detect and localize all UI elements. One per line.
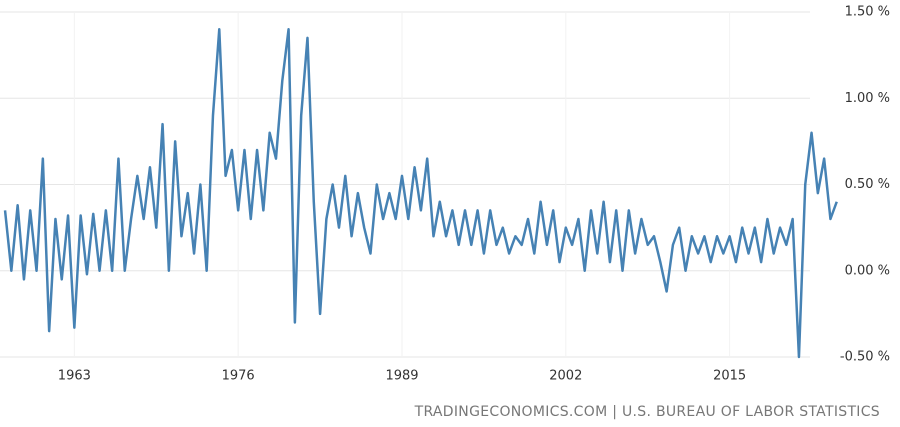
x-tick-label: 1976 — [222, 369, 255, 384]
x-tick-label: 1989 — [385, 369, 418, 384]
y-tick-label: 0.50 % — [845, 177, 890, 192]
y-tick-label: 1.50 % — [845, 5, 890, 20]
y-tick-label: 1.00 % — [845, 91, 890, 106]
y-tick-label: 0.00 % — [845, 263, 890, 278]
x-tick-label: 1963 — [58, 369, 91, 384]
y-tick-label: -0.50 % — [840, 350, 890, 365]
source: TRADINGECONOMICS.COM | U.S. BUREAU OF LA… — [414, 404, 880, 420]
x-tick-label: 2002 — [549, 369, 582, 384]
series-line — [3, 28, 838, 359]
x-tick-label: 2015 — [713, 369, 746, 384]
